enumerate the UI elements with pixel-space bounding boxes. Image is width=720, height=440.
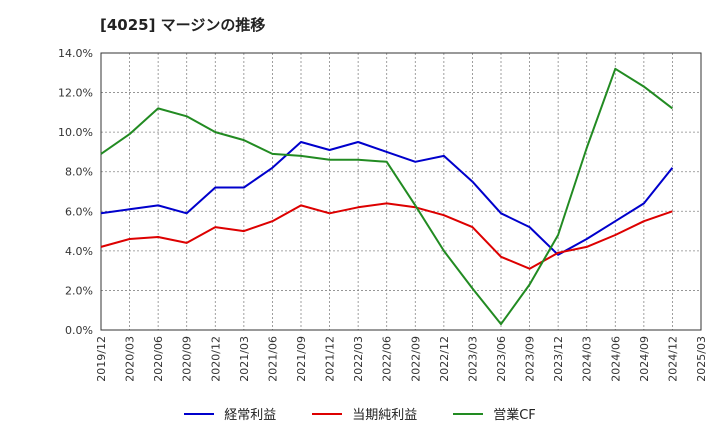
legend-swatch-junri [312,412,343,415]
x-tick-label: 2021/12 [324,336,337,382]
x-tick-label: 2020/12 [209,336,222,382]
x-tick-label: 2021/03 [238,336,251,382]
x-tick-label: 2021/06 [266,336,279,382]
y-tick-label: 12.0% [58,87,93,100]
y-tick-label: 4.0% [65,245,93,258]
x-tick-label: 2023/12 [552,336,565,382]
axes: 0.0% 2.0% 4.0% 6.0% 8.0% 10.0% 12.0% 14.0% 2019/… [58,47,708,382]
legend-item-cf: 営業CF [453,404,536,423]
y-tick-label: 8.0% [65,166,93,179]
series-line-1 [100,202,673,270]
legend-label-junri: 当期純利益 [352,408,418,423]
x-tick-label: 2020/06 [152,336,165,382]
grid [101,53,701,330]
legend-swatch-cf [453,412,484,415]
x-tick-label: 2021/09 [295,336,308,382]
legend: 経常利益 当期純利益 営業CF [0,404,720,423]
x-tick-label: 2022/12 [438,336,451,382]
legend-item-junri: 当期純利益 [312,404,417,423]
x-tick-label: 2023/03 [466,336,479,382]
x-tick-label: 2024/06 [609,336,622,382]
x-tick-label: 2025/03 [695,336,708,382]
x-tick-label: 2022/06 [381,336,394,382]
x-tick-label: 2024/12 [666,336,679,382]
x-tick-label: 2023/06 [495,336,508,382]
series-line-2 [100,67,674,326]
y-tick-label: 14.0% [58,47,93,60]
legend-label-keijo: 経常利益 [224,408,277,423]
x-tick-label: 2020/09 [181,336,194,382]
x-tick-label: 2020/03 [124,336,137,382]
chart-title: [4025] マージンの推移 [100,16,266,34]
series-line-0 [100,141,674,256]
y-tick-label: 6.0% [65,205,93,218]
x-tick-label: 2022/03 [352,336,365,382]
y-tick-label: 10.0% [58,126,93,139]
x-tick-label: 2023/09 [524,336,537,382]
y-tick-label: 2.0% [65,284,93,297]
legend-item-keijo: 経常利益 [184,404,276,423]
series-lines [100,67,674,326]
x-tick-label: 2024/03 [581,336,594,382]
plot-frame [100,52,702,331]
y-tick-label: 0.0% [65,324,93,337]
legend-swatch-keijo [184,412,215,415]
x-tick-label: 2019/12 [95,336,108,382]
x-tick-label: 2024/09 [638,336,651,382]
legend-label-cf: 営業CF [493,408,536,423]
x-tick-label: 2022/09 [409,336,422,382]
